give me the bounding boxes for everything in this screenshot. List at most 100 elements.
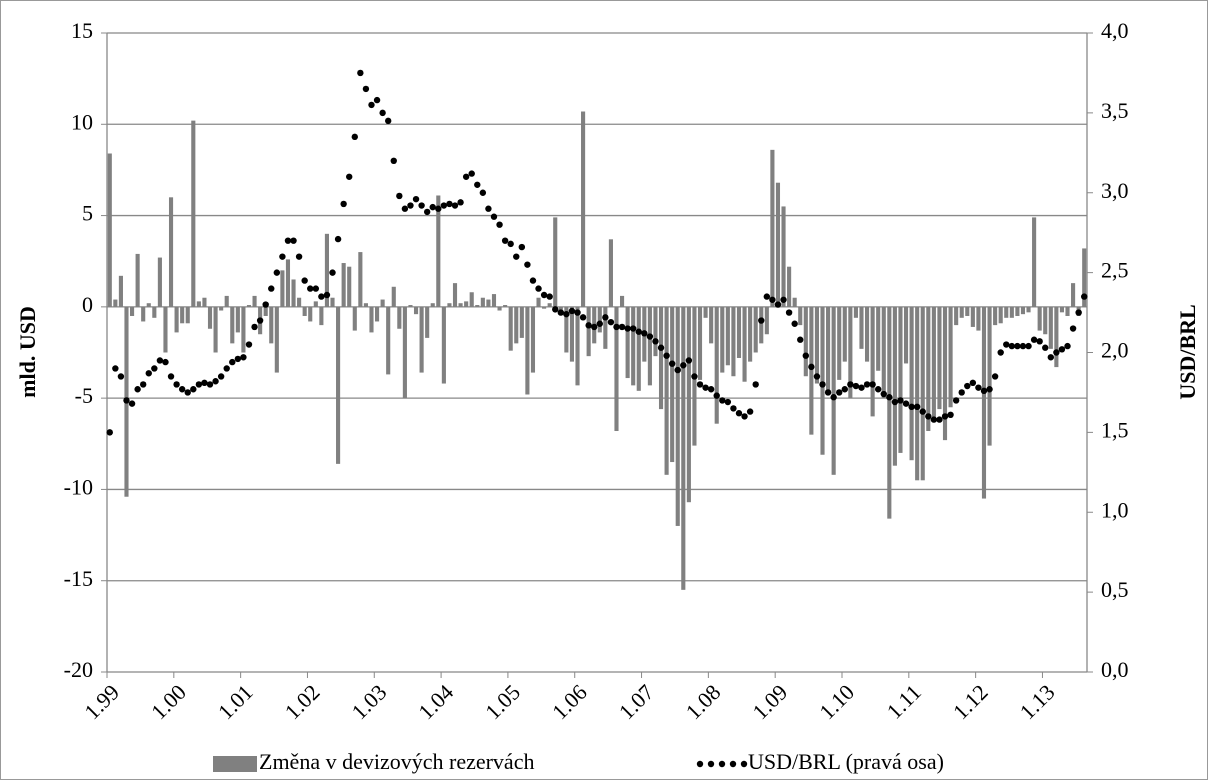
bar [519,306,524,338]
bar [764,306,769,335]
bar [658,306,664,410]
line-dot [1014,342,1021,350]
line-dot [591,323,598,331]
line-dot [863,381,871,388]
bar [1048,306,1053,349]
bar [736,306,742,358]
bar [675,306,680,526]
y-tick-label: -5 [75,383,93,408]
line-dot [691,373,698,380]
bar [508,306,513,351]
legend-swatch [718,760,726,768]
line-dot [229,358,236,366]
line-dot [284,237,292,244]
bar [224,295,229,307]
line-dot [980,387,988,395]
line-dot [513,253,520,260]
y-tick-label: -10 [64,474,93,499]
bar [608,239,613,307]
bar [452,283,458,307]
bar [619,295,625,307]
line-dot [290,237,297,244]
bar [174,306,179,333]
bar [859,306,864,349]
bar [1037,306,1042,331]
bar [202,297,207,307]
bar [191,120,196,307]
line-dot [552,306,559,313]
bar [547,303,552,307]
line-dot [657,344,665,351]
line-dot [123,397,130,404]
line-dot [351,133,358,141]
line-dot [585,322,592,329]
line-dot [824,389,832,396]
line-dot [646,333,654,340]
line-dot [178,386,186,393]
bar [876,306,881,371]
bar [1009,306,1014,318]
bar [269,306,274,344]
bar [430,303,435,307]
bar [274,306,279,373]
legend-swatch [707,760,715,768]
bar [575,306,580,386]
line-dot [173,381,180,388]
bar [787,266,792,307]
bar [998,306,1003,324]
bar [954,306,959,326]
bar [469,292,474,307]
bar [308,306,313,322]
y-tick-label: 10 [71,109,93,134]
bar [341,263,346,307]
bar [391,286,396,307]
bar [235,306,240,333]
y2-tick-label: 1,0 [1101,497,1129,522]
line-dot [462,173,470,180]
line-dot [106,429,113,436]
bar [631,306,636,386]
line-dot [323,291,331,299]
bar [163,306,168,353]
bar [413,306,419,315]
line-dot [1069,325,1077,332]
bar [386,306,391,375]
line-dot [1003,341,1010,348]
line-dot [858,384,865,391]
bar [792,297,797,307]
legend-label: USD/BRL (pravá osa) [748,749,944,774]
line-dot [407,202,414,209]
line-dot [746,408,754,415]
bar [1054,306,1059,368]
bar [1026,306,1031,313]
line-dot [307,285,314,292]
bar [525,306,530,395]
y-tick-label: -15 [64,566,93,591]
bar [820,306,825,455]
bar [141,306,146,322]
y-tick-label: -20 [64,657,93,682]
line-dot [156,357,164,364]
bar [909,306,914,461]
bar [352,306,357,331]
line-dot [964,382,971,390]
bar [965,306,970,316]
line-dot [680,362,687,369]
bar [207,306,213,329]
bar [742,306,747,382]
line-dot [1042,344,1049,351]
bar [302,306,307,316]
bar [436,195,441,307]
line-dot [925,413,932,420]
line-dot [1081,293,1088,300]
bar [280,270,285,307]
bar [180,306,185,324]
legend-swatch [740,760,748,768]
bar [798,306,803,326]
line-dot [702,384,709,391]
bar [848,306,853,399]
line-dot [262,301,269,308]
bar [814,306,820,384]
bar [503,305,508,307]
bar [168,197,174,307]
